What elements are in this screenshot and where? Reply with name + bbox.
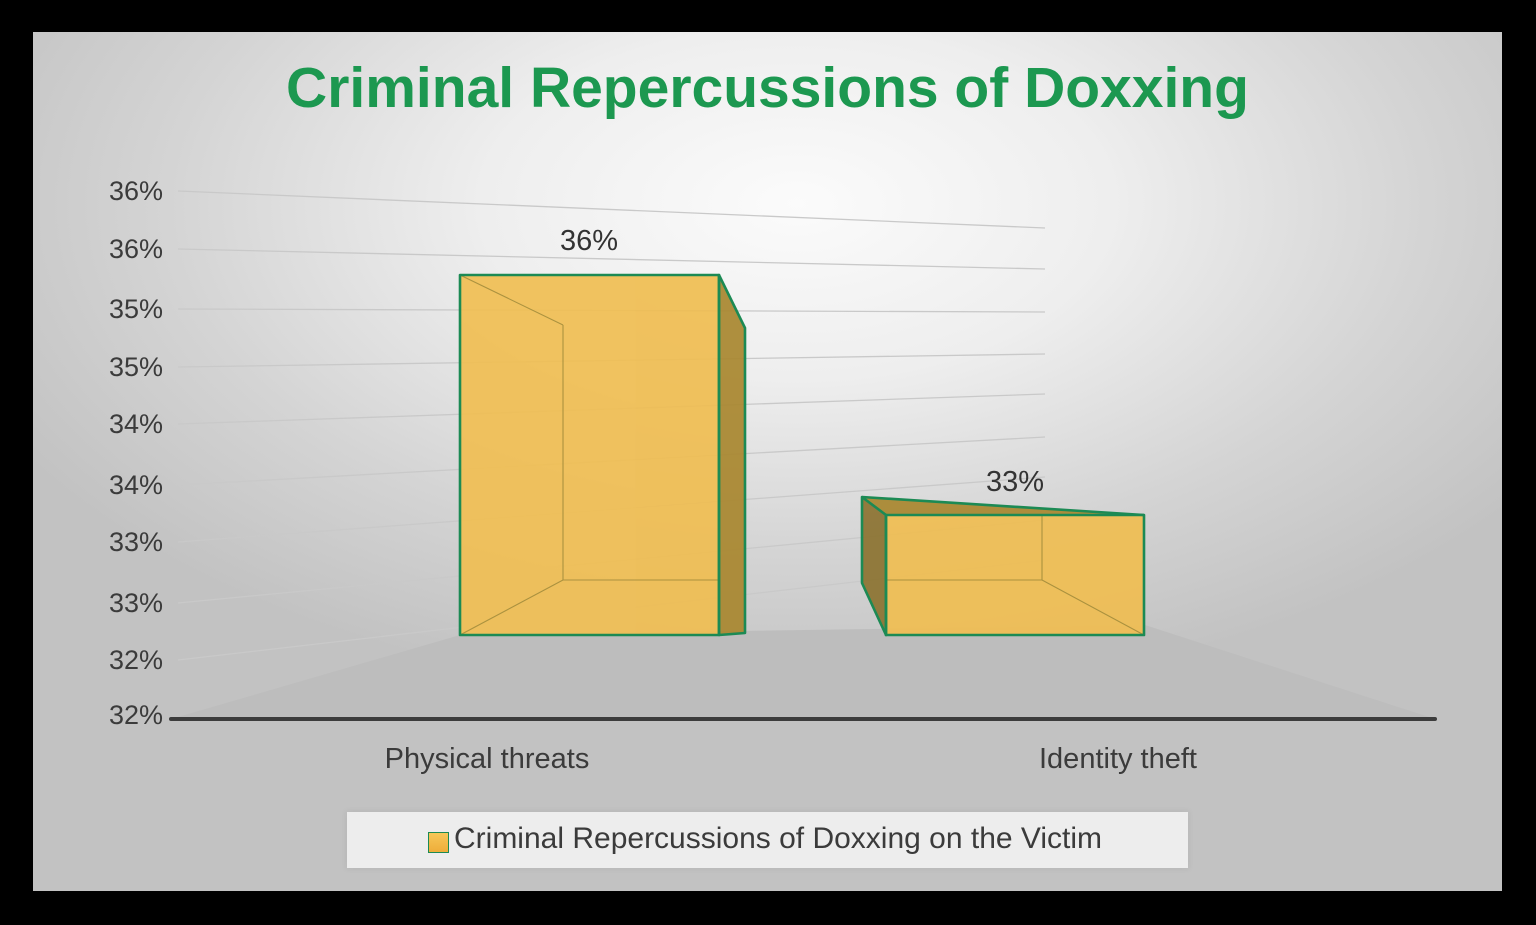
svg-text:36%: 36% xyxy=(560,225,618,257)
svg-text:32%: 32% xyxy=(109,645,163,675)
svg-text:33%: 33% xyxy=(986,466,1044,498)
svg-text:33%: 33% xyxy=(109,588,163,618)
svg-text:34%: 34% xyxy=(109,470,163,500)
svg-text:Physical threats: Physical threats xyxy=(385,743,590,775)
svg-text:32%: 32% xyxy=(109,700,163,730)
svg-text:35%: 35% xyxy=(109,294,163,324)
svg-text:33%: 33% xyxy=(109,527,163,557)
svg-text:36%: 36% xyxy=(109,234,163,264)
svg-text:Identity theft: Identity theft xyxy=(1039,743,1197,775)
svg-text:36%: 36% xyxy=(109,176,163,206)
svg-text:34%: 34% xyxy=(109,409,163,439)
svg-text:35%: 35% xyxy=(109,352,163,382)
